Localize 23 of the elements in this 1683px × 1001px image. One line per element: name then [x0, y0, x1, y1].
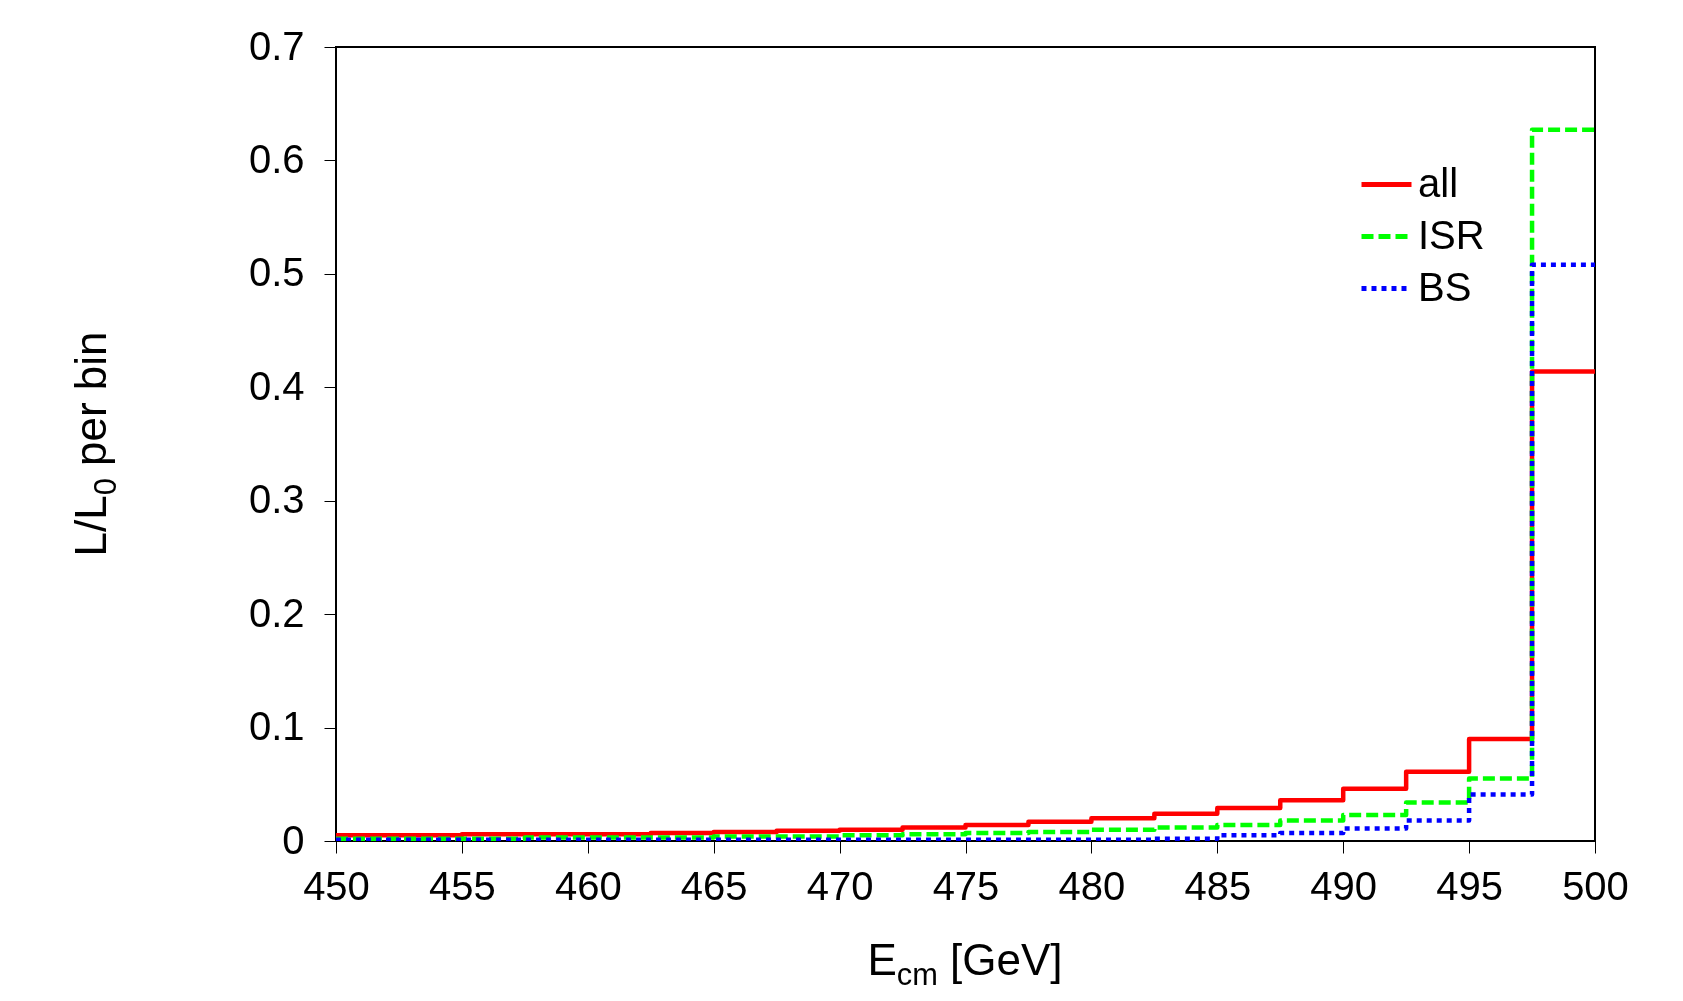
- y-tick-label: 0.6: [248, 136, 305, 181]
- y-tick-label: 0.1: [248, 704, 305, 749]
- x-tick-label: 470: [806, 863, 874, 908]
- x-tick-label: 490: [1310, 863, 1378, 908]
- x-tick-label: 465: [680, 863, 748, 908]
- y-tick-label: 0.3: [248, 477, 305, 522]
- y-tick-label: 0.7: [248, 23, 305, 68]
- y-tick-label: 0.4: [248, 363, 305, 408]
- x-tick-label: 480: [1058, 863, 1126, 908]
- y-tick-label: 0: [282, 817, 305, 862]
- y-tick-label: 0.5: [248, 250, 305, 295]
- x-tick-label: 460: [554, 863, 622, 908]
- x-tick-label: 485: [1184, 863, 1252, 908]
- x-axis-title: E$_{cm}$ [GeV]: [867, 935, 1063, 993]
- legend-label: BS: [1418, 264, 1472, 309]
- x-tick-label: 475: [932, 863, 1000, 908]
- x-tick-label: 500: [1562, 863, 1629, 908]
- x-tick-label: 495: [1436, 863, 1503, 908]
- legend-label: all: [1418, 160, 1459, 205]
- x-tick-label: 450: [303, 863, 370, 908]
- legend-label: ISR: [1418, 212, 1485, 257]
- x-tick-label: 455: [429, 863, 496, 908]
- y-tick-label: 0.2: [248, 590, 305, 635]
